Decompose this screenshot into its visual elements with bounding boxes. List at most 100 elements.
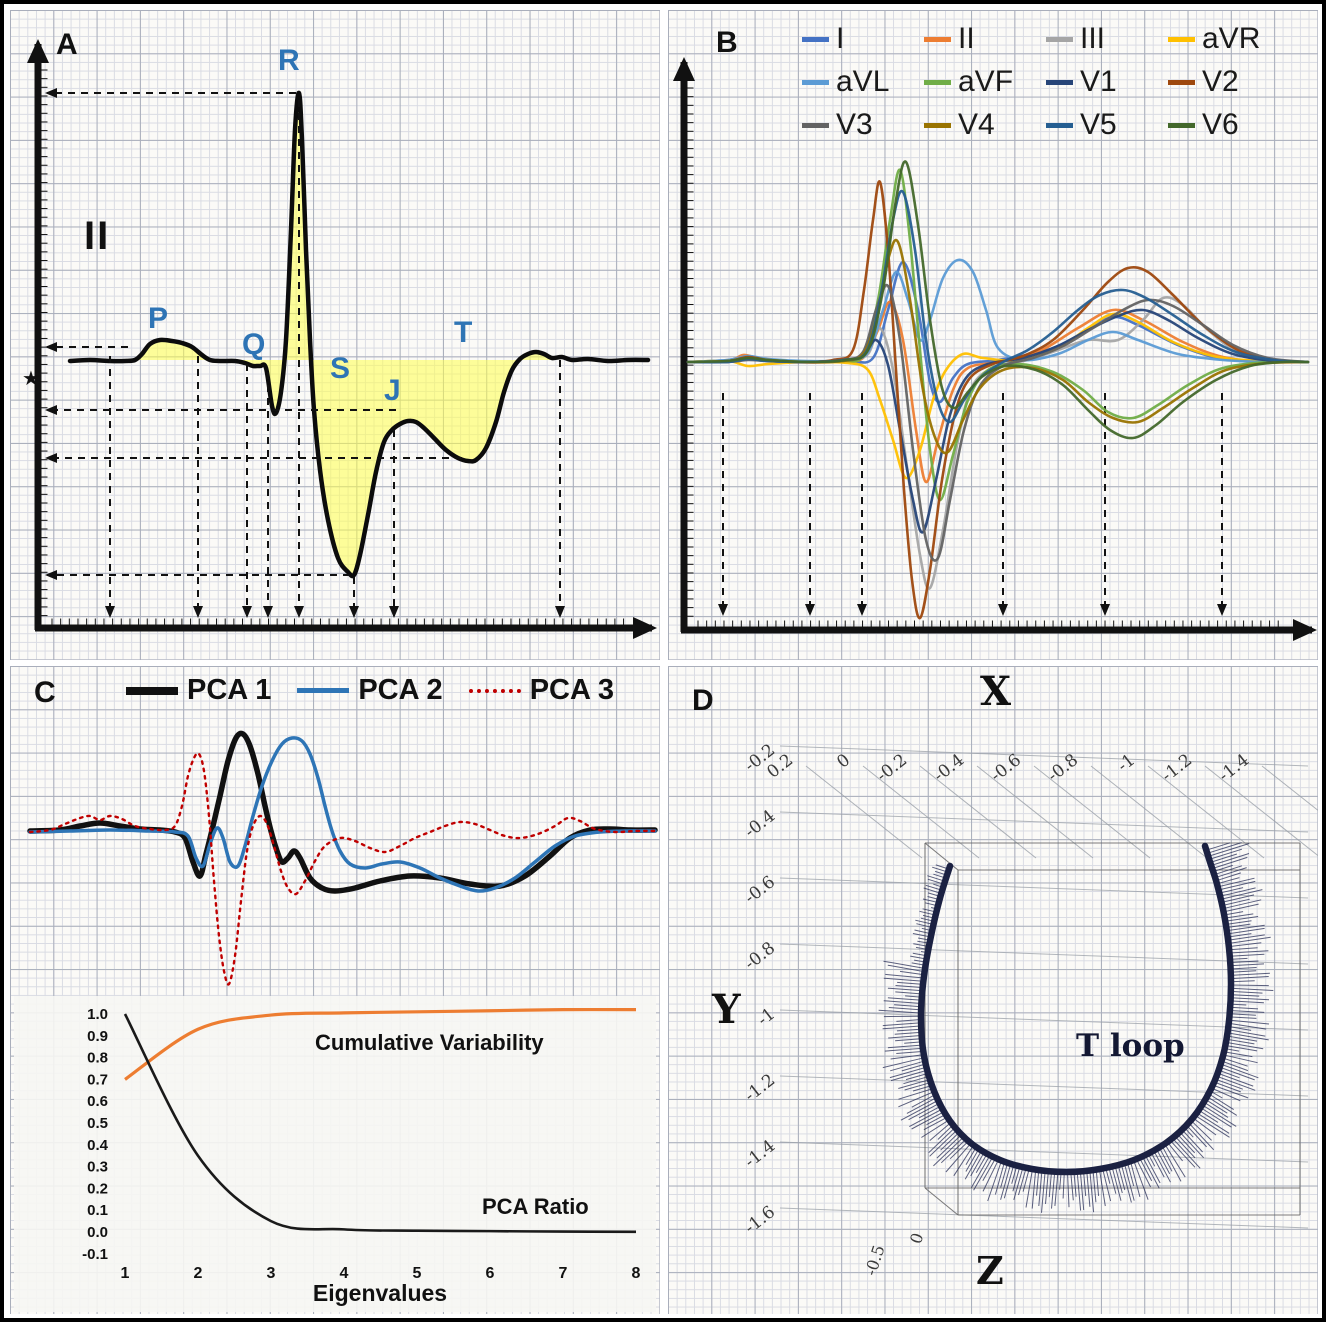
legend-item-V4: V4 bbox=[924, 108, 1046, 142]
legend-item-V1: V1 bbox=[1046, 65, 1168, 99]
svg-text:0.6: 0.6 bbox=[87, 1093, 108, 1110]
legend-label: PCA 3 bbox=[529, 674, 615, 706]
svg-text:-0.6: -0.6 bbox=[987, 750, 1025, 786]
panel-c: 1.0 0.9 0.8 0.7 0.6 0.5 0.4 0.3 0.2 0.1 0.0 -0.1 1 2 3… bbox=[10, 666, 660, 1314]
t-wave-label: T bbox=[454, 316, 473, 349]
svg-text:8: 8 bbox=[632, 1265, 641, 1282]
legend-label: PCA 2 bbox=[358, 674, 443, 706]
legend-label: II bbox=[958, 22, 975, 55]
legend-label: aVR bbox=[1202, 22, 1261, 55]
svg-text:-1.4: -1.4 bbox=[1215, 750, 1253, 786]
legend-swatch bbox=[1168, 122, 1195, 128]
star-marker: ★ bbox=[22, 368, 40, 390]
legend-label: V1 bbox=[1080, 65, 1117, 98]
p-wave-label: P bbox=[148, 302, 169, 335]
svg-text:-0.8: -0.8 bbox=[741, 938, 779, 974]
legend-item-V3: V3 bbox=[802, 108, 924, 142]
svg-text:1: 1 bbox=[121, 1265, 130, 1282]
panel-b-label: B bbox=[716, 26, 738, 59]
legend-item-II: II bbox=[924, 22, 1046, 56]
panel-d: -0.2 -0.4 -0.6 -0.8 -1 -1.2 -1.4 -1.6 0.2 0 -0.2 -0… bbox=[668, 666, 1318, 1314]
legend-label: V3 bbox=[836, 108, 873, 141]
svg-text:-0.1: -0.1 bbox=[82, 1246, 108, 1263]
legend-swatch bbox=[297, 688, 350, 693]
panel-b-plot bbox=[673, 57, 1317, 641]
legend-swatch bbox=[1046, 36, 1073, 42]
legend-swatch bbox=[1168, 79, 1195, 85]
t-loop-label: T loop bbox=[1076, 1028, 1185, 1064]
legend-label: V4 bbox=[958, 108, 995, 141]
svg-text:-0.2: -0.2 bbox=[873, 750, 911, 786]
legend-swatch bbox=[924, 36, 951, 42]
legend-swatch bbox=[1168, 36, 1195, 42]
panel-b: B I II III aVR aVL aVF V1 V2 V3 V4 V5 V6 bbox=[668, 10, 1318, 660]
svg-text:0.8: 0.8 bbox=[87, 1050, 108, 1067]
s-wave-label: S bbox=[330, 352, 351, 385]
legend-swatch bbox=[802, 122, 829, 128]
legend-item-III: III bbox=[1046, 22, 1168, 56]
legend-item-V6: V6 bbox=[1168, 108, 1290, 142]
svg-text:-0.6: -0.6 bbox=[741, 872, 779, 908]
svg-text:0.2: 0.2 bbox=[87, 1180, 108, 1197]
svg-text:-1: -1 bbox=[754, 1004, 779, 1030]
z-axis-label: Z bbox=[976, 1248, 1004, 1293]
j-point-label: J bbox=[384, 374, 401, 407]
legend-label: aVF bbox=[958, 65, 1014, 98]
legend-item-aVR: aVR bbox=[1168, 22, 1290, 56]
legend-swatch bbox=[1046, 79, 1073, 85]
legend-item-PCA-1: PCA 1 bbox=[126, 674, 271, 707]
svg-text:-0.8: -0.8 bbox=[1044, 750, 1082, 786]
legend-item-I: I bbox=[802, 22, 924, 56]
svg-text:-1.4: -1.4 bbox=[741, 1136, 779, 1172]
svg-text:3: 3 bbox=[267, 1265, 276, 1282]
svg-text:-1.2: -1.2 bbox=[1158, 750, 1196, 786]
panel-a-label: A bbox=[56, 28, 78, 61]
legend-swatch bbox=[468, 688, 521, 693]
panel-c-plot: 1.0 0.9 0.8 0.7 0.6 0.5 0.4 0.3 0.2 0.1 0.0 -0.1 1 2 3… bbox=[14, 730, 658, 1312]
svg-text:0.9: 0.9 bbox=[87, 1028, 108, 1045]
legend-swatch bbox=[924, 122, 951, 128]
svg-text:-0.4: -0.4 bbox=[930, 750, 968, 786]
legend-item-V2: V2 bbox=[1168, 65, 1290, 99]
svg-text:-1.6: -1.6 bbox=[741, 1202, 779, 1238]
x-axis-label: X bbox=[980, 668, 1012, 715]
panel-c-label: C bbox=[34, 676, 56, 709]
legend-label: III bbox=[1080, 22, 1106, 55]
svg-text:-1.2: -1.2 bbox=[741, 1070, 779, 1106]
pca-legend: PCA 1 PCA 2 PCA 3 bbox=[126, 674, 614, 707]
legend-label: aVL bbox=[836, 65, 890, 98]
legend-swatch bbox=[1046, 122, 1073, 128]
svg-text:6: 6 bbox=[486, 1265, 495, 1282]
legend-swatch bbox=[924, 79, 951, 85]
legend-label: V2 bbox=[1202, 65, 1239, 98]
legend-item-PCA-3: PCA 3 bbox=[468, 674, 615, 707]
svg-text:-0.4: -0.4 bbox=[741, 806, 779, 842]
svg-text:0.3: 0.3 bbox=[87, 1159, 108, 1176]
svg-text:2: 2 bbox=[194, 1265, 203, 1282]
legend-swatch bbox=[126, 686, 178, 695]
svg-text:0.4: 0.4 bbox=[87, 1137, 109, 1154]
panel-d-label: D bbox=[692, 684, 714, 717]
legend-label: V6 bbox=[1202, 108, 1239, 141]
panel-a: A II P Q R S J T ★ bbox=[10, 10, 660, 660]
legend-item-aVL: aVL bbox=[802, 65, 924, 99]
cumulative-variability-label: Cumulative Variability bbox=[315, 1030, 544, 1055]
legend-swatch bbox=[802, 36, 829, 42]
legend-label: V5 bbox=[1080, 108, 1117, 141]
svg-text:4: 4 bbox=[340, 1265, 349, 1282]
svg-text:-1: -1 bbox=[1114, 750, 1139, 776]
legend-label: I bbox=[836, 22, 845, 55]
eigenvalues-axis-label: Eigenvalues bbox=[312, 1280, 448, 1306]
svg-text:0.0: 0.0 bbox=[87, 1224, 108, 1241]
q-wave-label: Q bbox=[242, 328, 266, 361]
panel-d-plot: -0.2-0.4-0.6-0.8-1-1.2-1.4-1.60.2 0 -0.2 -0… bbox=[741, 740, 1318, 1278]
panel-a-plot bbox=[27, 39, 657, 639]
lead-ii-label: II bbox=[84, 214, 111, 258]
svg-text:7: 7 bbox=[559, 1265, 568, 1282]
svg-text:-0.5: -0.5 bbox=[861, 1243, 889, 1278]
svg-text:0: 0 bbox=[906, 1231, 927, 1247]
legend-item-PCA-2: PCA 2 bbox=[297, 674, 443, 707]
legend-swatch bbox=[802, 79, 829, 85]
svg-text:1.0: 1.0 bbox=[87, 1006, 108, 1023]
